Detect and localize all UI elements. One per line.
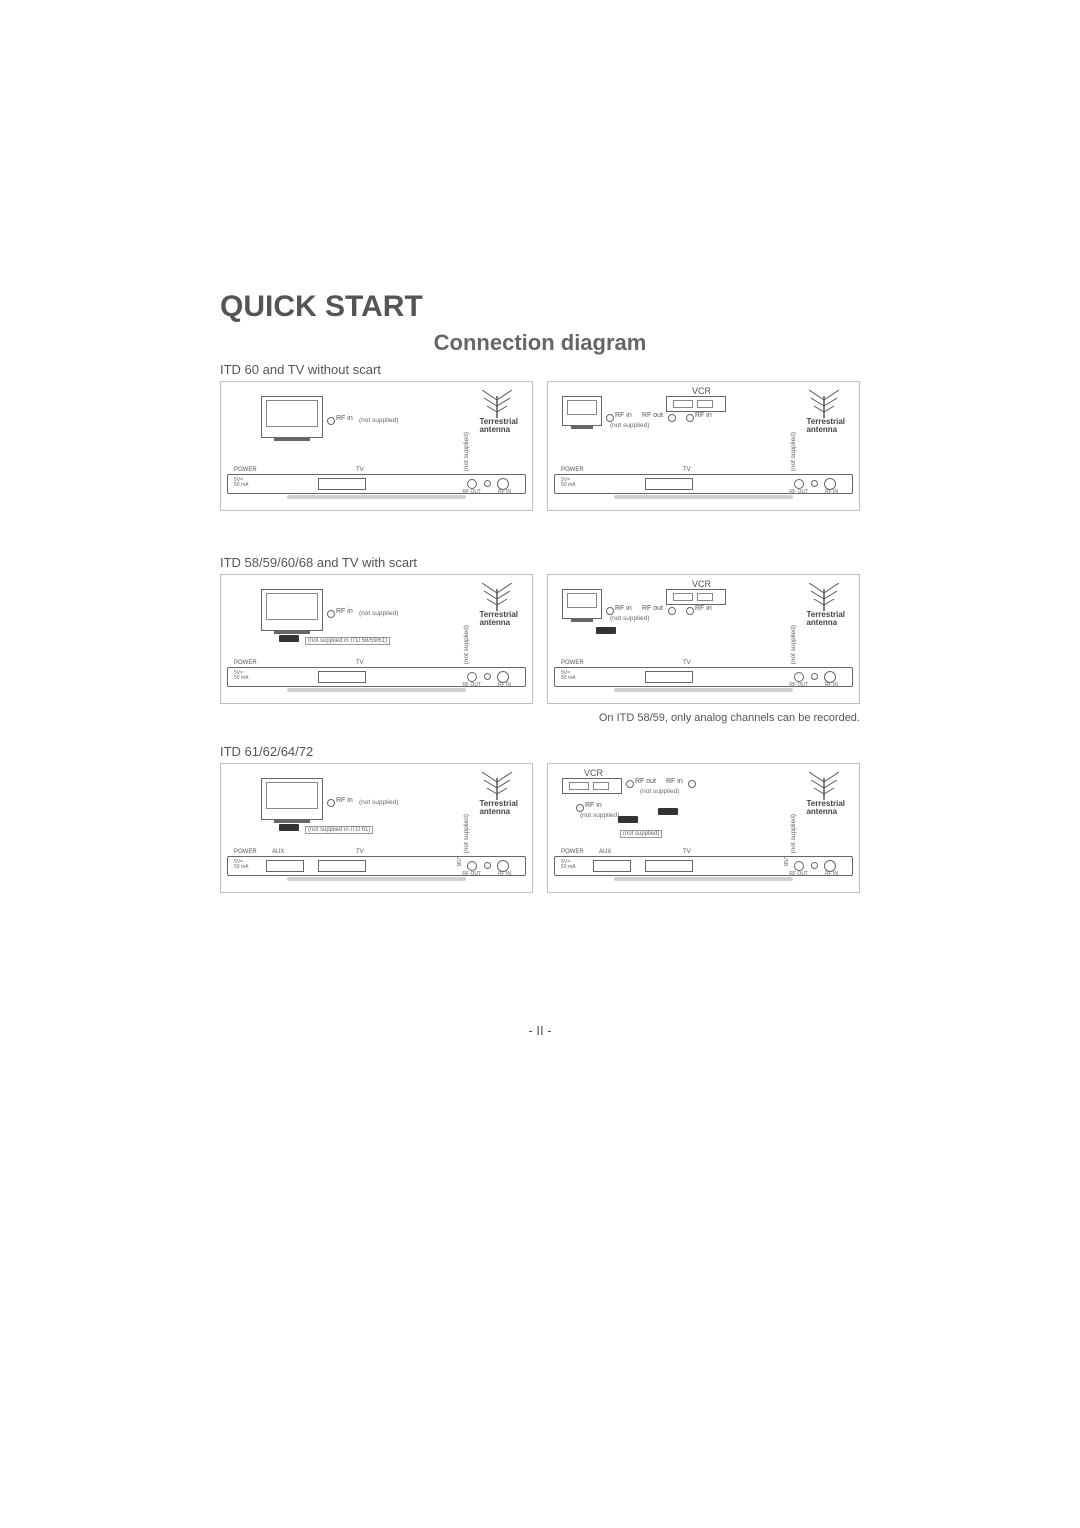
section-caption-3: ITD 61/62/64/72	[220, 744, 860, 759]
antenna-icon	[807, 583, 841, 613]
set-top-box-icon: POWER 5V=50 mA AUX TV USB RF OUT RF IN	[554, 856, 853, 876]
scart-plug-icon	[658, 808, 678, 815]
vcr-label: VCR	[692, 386, 711, 396]
scart-plug-icon	[618, 816, 638, 823]
rf-out-label: RF out	[642, 412, 663, 419]
rf-in-label: RF in	[336, 797, 353, 804]
scart-plug-icon	[596, 627, 616, 634]
rf-port-icon	[327, 417, 335, 425]
vcr-icon	[666, 589, 726, 605]
not-supplied-label: (not supplied)	[610, 422, 649, 429]
diagram-row-3: RF in (not supplied) Terrestrial antenna…	[220, 763, 860, 893]
rf-in-label: RF in	[615, 605, 632, 612]
tv-icon	[261, 396, 323, 438]
antenna-icon	[480, 772, 514, 802]
not-supplied-vert: (not supplied)	[463, 814, 470, 853]
antenna-icon	[480, 390, 514, 420]
section-caption-2: ITD 58/59/60/68 and TV with scart	[220, 555, 860, 570]
scart-supplied-note: (not supplied)	[620, 830, 662, 838]
rf-port-icon	[327, 610, 335, 618]
tv-icon	[261, 778, 323, 820]
not-supplied-vert: (not supplied)	[463, 432, 470, 471]
diagram-panel: VCR RF out RF in (not supplied) RF in (n…	[547, 763, 860, 893]
set-top-box-icon: POWER 5V=50 mA TV RF OUT RF IN	[554, 474, 853, 494]
vcr-label: VCR	[584, 768, 603, 778]
rf-out-label: RF out	[642, 605, 663, 612]
set-top-box-icon: POWER 5V=50 mA TV RF OUT RF IN	[554, 667, 853, 687]
antenna-icon	[807, 390, 841, 420]
scart-supplied-note: (not supplied in ITD 61)	[305, 826, 373, 834]
set-top-box-icon: POWER 5V=50 mA TV RF OUT RF IN	[227, 667, 526, 687]
vcr-icon	[562, 778, 622, 794]
not-supplied-label: (not supplied)	[610, 615, 649, 622]
rf-port-icon	[688, 780, 696, 788]
rf-in-label: RF in	[695, 412, 712, 419]
antenna-icon	[480, 583, 514, 613]
diagram-panel: VCR RF in RF out RF in (not supplied)	[547, 381, 860, 511]
rf-port-icon	[606, 414, 614, 422]
not-supplied-vert: (not supplied)	[790, 625, 797, 664]
rf-port-icon	[327, 799, 335, 807]
section-caption-1: ITD 60 and TV without scart	[220, 362, 860, 377]
page-number: - II -	[0, 1023, 1080, 1038]
document-page: QUICK START Connection diagram ITD 60 an…	[0, 0, 1080, 1528]
vcr-icon	[666, 396, 726, 412]
not-supplied-label: (not supplied)	[359, 799, 398, 806]
not-supplied-label: (not supplied)	[640, 788, 679, 795]
antenna-icon	[807, 772, 841, 802]
antenna-label: Terrestrial antenna	[479, 611, 518, 628]
rf-out-label: RF out	[635, 778, 656, 785]
rf-in-label: RF in	[585, 802, 602, 809]
not-supplied-label: (not supplied)	[580, 812, 619, 819]
scart-supplied-note: (not supplied in ITD 58/59/61)	[305, 637, 390, 645]
vcr-label: VCR	[692, 579, 711, 589]
rf-port-icon	[686, 607, 694, 615]
page-subtitle: Connection diagram	[220, 330, 860, 356]
antenna-label: Terrestrial antenna	[479, 418, 518, 435]
antenna-label: Terrestrial antenna	[806, 418, 845, 435]
rf-port-icon	[626, 780, 634, 788]
rf-in-label: RF in	[615, 412, 632, 419]
rf-in-label: RF in	[336, 608, 353, 615]
set-top-box-icon: POWER 5V=50 mA AUX TV USB RF OUT RF IN	[227, 856, 526, 876]
rf-port-icon	[668, 414, 676, 422]
rf-port-icon	[668, 607, 676, 615]
set-top-box-icon: POWER 5V=50 mA TV RF OUT RF IN	[227, 474, 526, 494]
tv-icon	[562, 589, 602, 619]
diagram-row-1: RF in (not supplied) Terrestrial antenna…	[220, 381, 860, 511]
tv-icon	[562, 396, 602, 426]
not-supplied-vert: (not supplied)	[790, 814, 797, 853]
not-supplied-label: (not supplied)	[359, 610, 398, 617]
diagram-panel: RF in (not supplied) Terrestrial antenna…	[220, 763, 533, 893]
section-note-2: On ITD 58/59, only analog channels can b…	[220, 712, 860, 724]
tv-icon	[261, 589, 323, 631]
rf-port-icon	[606, 607, 614, 615]
diagram-row-2: RF in (not supplied) Terrestrial antenna…	[220, 574, 860, 704]
antenna-label: Terrestrial antenna	[479, 800, 518, 817]
antenna-label: Terrestrial antenna	[806, 611, 845, 628]
antenna-label: Terrestrial antenna	[806, 800, 845, 817]
rf-in-label: RF in	[666, 778, 683, 785]
scart-plug-icon	[279, 635, 299, 642]
not-supplied-vert: (not supplied)	[463, 625, 470, 664]
page-title: QUICK START	[220, 290, 860, 324]
rf-in-label: RF in	[336, 415, 353, 422]
rf-port-icon	[686, 414, 694, 422]
rf-port-icon	[576, 804, 584, 812]
not-supplied-label: (not supplied)	[359, 417, 398, 424]
diagram-panel: RF in (not supplied) Terrestrial antenna…	[220, 381, 533, 511]
rf-in-label: RF in	[695, 605, 712, 612]
diagram-panel: RF in (not supplied) Terrestrial antenna…	[220, 574, 533, 704]
scart-plug-icon	[279, 824, 299, 831]
not-supplied-vert: (not supplied)	[790, 432, 797, 471]
diagram-panel: VCR RF in RF out RF in (not supplied)	[547, 574, 860, 704]
